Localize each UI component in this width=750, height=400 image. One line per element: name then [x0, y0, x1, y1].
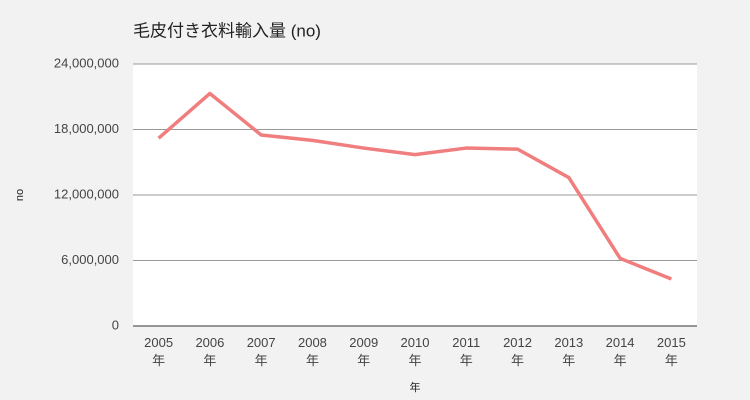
- line: [157, 91, 673, 281]
- y-tick-label: 0: [112, 317, 119, 332]
- x-tick-label: 2005年: [144, 335, 174, 368]
- y-tick-label: 6,000,000: [61, 252, 119, 267]
- chart-title: 毛皮付き衣料輸入量 (no): [133, 21, 321, 40]
- x-tick-label: 2008年: [297, 335, 327, 368]
- x-axis-label: 年: [410, 380, 421, 394]
- y-tick-label: 18,000,000: [54, 121, 119, 136]
- y-tick-label: 24,000,000: [54, 55, 119, 70]
- x-tick-label: 2006年: [195, 335, 225, 368]
- x-tick-label: 2009年: [349, 335, 379, 368]
- x-tick-label: 2015年: [656, 335, 686, 368]
- x-tick-label: 2014年: [605, 335, 635, 368]
- x-tick-label: 2013年: [554, 335, 584, 368]
- y-tick-label: 12,000,000: [54, 186, 119, 201]
- x-tick-label: 2011年: [452, 335, 481, 368]
- x-tick-label: 2007年: [246, 335, 276, 368]
- x-tick-label: 2010年: [400, 335, 430, 368]
- x-tick-label: 2012年: [503, 335, 532, 368]
- y-axis-label: no: [14, 189, 26, 201]
